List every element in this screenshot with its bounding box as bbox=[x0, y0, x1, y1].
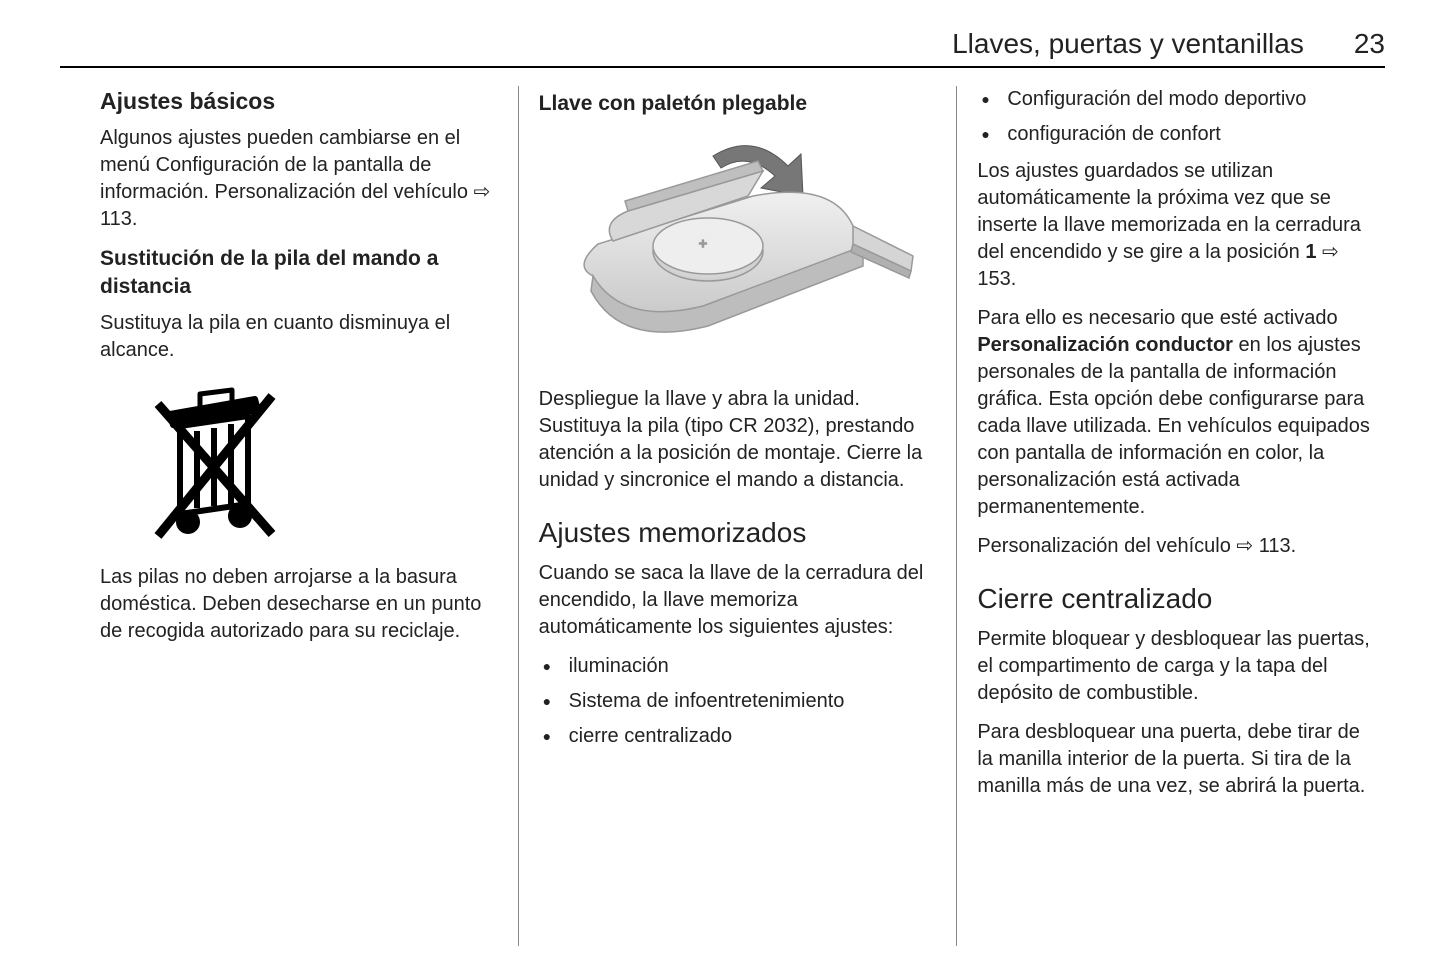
paragraph: Despliegue la llave y abra la unidad. Su… bbox=[539, 386, 937, 494]
text: Los ajustes guardados se utilizan automá… bbox=[977, 160, 1361, 263]
heading-flip-key: Llave con paletón plegable bbox=[539, 90, 937, 118]
content-columns: Ajustes básicos Algunos ajustes pueden c… bbox=[60, 86, 1385, 946]
paragraph: Cuando se saca la llave de la cerradura … bbox=[539, 560, 937, 641]
manual-page: Llaves, puertas y ventanillas 23 Ajustes… bbox=[0, 0, 1445, 965]
heading-central-locking: Cierre centralizado bbox=[977, 580, 1375, 618]
paragraph: Los ajustes guardados se utilizan automá… bbox=[977, 158, 1375, 293]
list-item: configuración de confort bbox=[1007, 121, 1375, 148]
paragraph: Para desbloquear una puerta, debe tirar … bbox=[977, 719, 1375, 800]
page-number: 23 bbox=[1354, 28, 1385, 60]
key-fob-battery-icon: + bbox=[553, 126, 923, 366]
list-item: Configuración del modo deportivo bbox=[1007, 86, 1375, 113]
list-item: cierre centralizado bbox=[569, 723, 937, 750]
text: en los ajustes personales de la pantalla… bbox=[977, 334, 1369, 518]
text: Para ello es necesario que esté activado bbox=[977, 307, 1337, 329]
section-title: Llaves, puertas y ventanillas bbox=[952, 28, 1304, 60]
paragraph: Para ello es necesario que esté activado… bbox=[977, 305, 1375, 521]
paragraph: Las pilas no deben arrojarse a la basura… bbox=[100, 564, 498, 645]
bold-term: Personalización conductor bbox=[977, 334, 1233, 356]
heading-memorized-settings: Ajustes memorizados bbox=[539, 514, 937, 552]
column-1: Ajustes básicos Algunos ajustes pueden c… bbox=[60, 86, 519, 946]
settings-list-cont: Configuración del modo deportivo configu… bbox=[977, 86, 1375, 148]
heading-battery-replace: Sustitución de la pila del mando a dista… bbox=[100, 245, 498, 302]
svg-text:+: + bbox=[698, 235, 706, 251]
paragraph: Algunos ajustes pueden cambiarse en el m… bbox=[100, 125, 498, 233]
heading-basic-settings: Ajustes básicos bbox=[100, 86, 498, 117]
column-2: Llave con paletón plegable bbox=[519, 86, 958, 946]
page-header: Llaves, puertas y ventanillas 23 bbox=[60, 28, 1385, 68]
list-item: iluminación bbox=[569, 653, 937, 680]
paragraph: Personalización del vehículo ⇨ 113. bbox=[977, 533, 1375, 560]
paragraph: Permite bloquear y desbloquear las puert… bbox=[977, 626, 1375, 707]
no-dispose-bin-icon bbox=[140, 386, 290, 546]
settings-list: iluminación Sistema de infoentretenimien… bbox=[539, 653, 937, 750]
column-3: Configuración del modo deportivo configu… bbox=[957, 86, 1385, 946]
paragraph: Sustituya la pila en cuanto disminuya el… bbox=[100, 310, 498, 364]
position-number: 1 bbox=[1305, 241, 1316, 263]
list-item: Sistema de infoentretenimiento bbox=[569, 688, 937, 715]
